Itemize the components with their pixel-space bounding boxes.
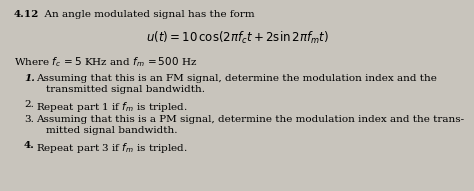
Text: transmitted signal bandwidth.: transmitted signal bandwidth. (46, 85, 205, 94)
Text: Assuming that this is a PM signal, determine the modulation index and the trans-: Assuming that this is a PM signal, deter… (36, 115, 464, 124)
Text: Repeat part 1 if $f_m$ is tripled.: Repeat part 1 if $f_m$ is tripled. (36, 100, 188, 114)
Text: 3.: 3. (24, 115, 34, 124)
Text: 1.: 1. (24, 74, 35, 83)
Text: $u(t) = 10\,\cos(2\pi f_c t + 2\sin 2\pi f_m t)$: $u(t) = 10\,\cos(2\pi f_c t + 2\sin 2\pi… (146, 30, 328, 46)
Text: Where $f_c\, = 5$ KHz and $f_m\, = 500$ Hz: Where $f_c\, = 5$ KHz and $f_m\, = 500$ … (14, 55, 197, 69)
Text: An angle modulated signal has the form: An angle modulated signal has the form (38, 10, 255, 19)
Text: Repeat part 3 if $f_m$ is tripled.: Repeat part 3 if $f_m$ is tripled. (36, 141, 188, 155)
Text: 4.12: 4.12 (14, 10, 39, 19)
Text: mitted signal bandwidth.: mitted signal bandwidth. (46, 126, 177, 135)
Text: Assuming that this is an FM signal, determine the modulation index and the: Assuming that this is an FM signal, dete… (36, 74, 437, 83)
Text: 4.: 4. (24, 141, 35, 150)
Text: 2.: 2. (24, 100, 34, 109)
